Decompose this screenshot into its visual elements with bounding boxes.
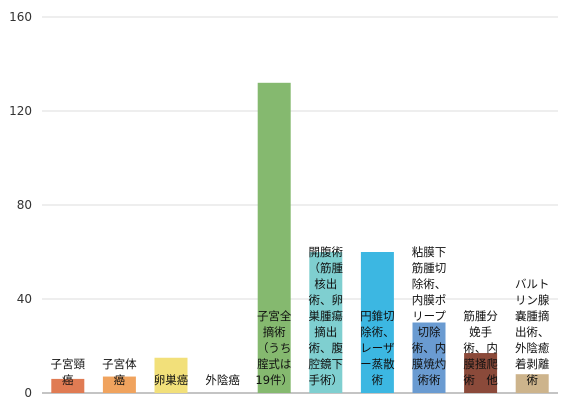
bar <box>51 378 85 393</box>
y-tick-label: 120 <box>9 104 32 118</box>
bar <box>257 82 291 394</box>
y-tick-label: 80 <box>17 198 32 212</box>
y-tick-labels: 0 40 80 120 160 <box>9 10 32 400</box>
category-label: 卵巣癌 <box>154 373 189 387</box>
category-label: 粘膜下筋腫切除術、内膜ポリープ切除術、内膜焼灼術術 <box>412 245 447 387</box>
bar <box>154 357 188 393</box>
category-label: 子宮頸癌 <box>51 357 86 387</box>
category-label: 外陰癌 <box>205 373 240 387</box>
category-label: 子宮全摘術（うち腟式は 19件） <box>255 309 293 387</box>
category-label: バルトリン腺嚢腫摘出術、外陰癒着剥離術 <box>515 277 550 387</box>
y-tick-label: 0 <box>24 386 32 400</box>
bar <box>515 374 549 393</box>
bar <box>102 376 136 393</box>
category-label: 円錐切除術、レーザー蒸散術 <box>360 309 395 387</box>
y-tick-label: 40 <box>17 292 32 306</box>
bar <box>464 353 498 393</box>
bar <box>360 252 394 393</box>
bar <box>309 252 343 393</box>
labels-layer: 子宮頸癌子宮体癌卵巣癌 外陰癌 子宮全摘術（うち腟式は 19件） 開腹術（筋腫核出術、卵… <box>51 245 550 387</box>
y-tick-label: 160 <box>9 10 32 24</box>
category-label: 筋腫分娩手術、内膜掻爬術 他 <box>463 309 498 387</box>
category-label: 開腹術（筋腫核出術、卵巣腫瘍摘出術、腹腔鏡下手術） <box>309 245 344 387</box>
category-label: 子宮体癌 <box>102 357 137 387</box>
bar <box>412 322 446 393</box>
bars-layer <box>51 82 549 394</box>
